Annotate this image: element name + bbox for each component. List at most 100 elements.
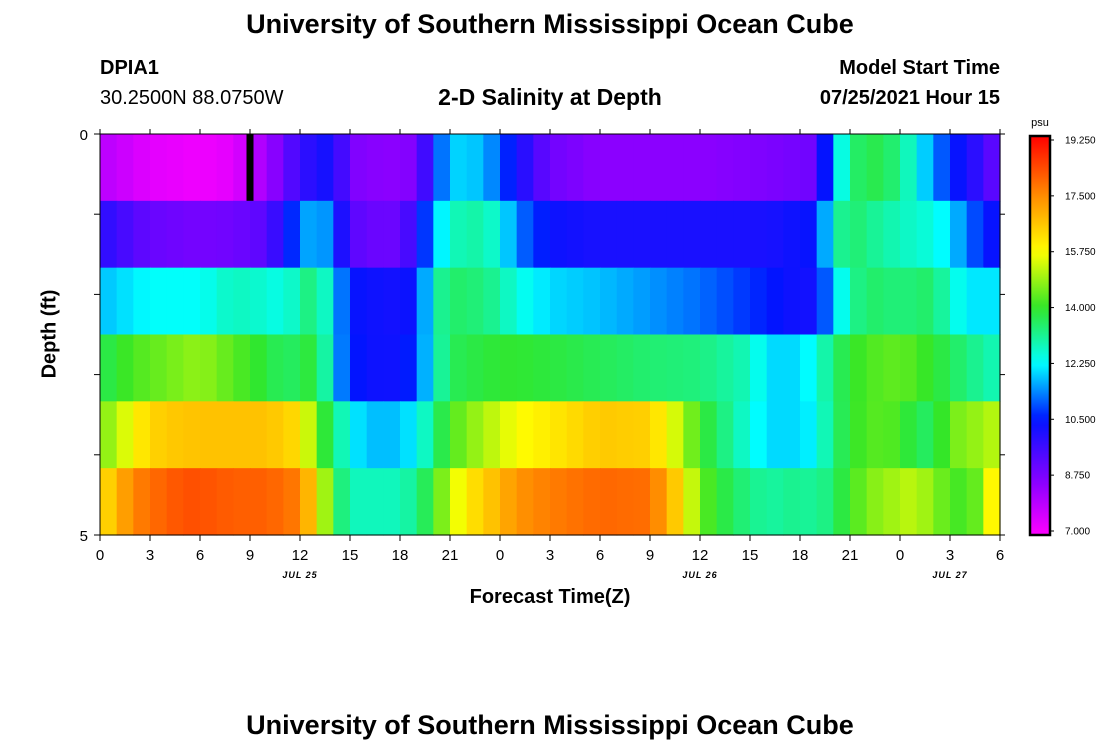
heatmap-cell	[166, 267, 184, 336]
heatmap-cell	[716, 267, 734, 336]
heatmap-cell	[100, 267, 118, 336]
heatmap-cell	[650, 401, 668, 469]
heatmap-cell	[333, 334, 351, 402]
heatmap-cell	[833, 267, 851, 336]
heatmap-cell	[700, 334, 718, 402]
heatmap-cell	[216, 468, 234, 536]
heatmap-cell	[116, 401, 134, 469]
heatmap-cell	[600, 134, 618, 202]
heatmap-cell	[600, 334, 618, 402]
heatmap-cell	[966, 401, 984, 469]
heatmap-cell	[266, 468, 284, 536]
heatmap-cell	[466, 334, 484, 402]
heatmap-cell	[416, 267, 434, 336]
heatmap-cell	[983, 401, 1001, 469]
heatmap-cell	[500, 401, 518, 469]
heatmap-cell	[966, 267, 984, 336]
heatmap-cell	[633, 267, 651, 336]
heatmap-cell	[416, 468, 434, 536]
heatmap-cell	[816, 267, 834, 336]
heatmap-cell	[816, 134, 834, 202]
heatmap-cell	[200, 267, 218, 336]
heatmap-cell	[966, 200, 984, 269]
heatmap-cell	[916, 334, 934, 402]
heatmap-cell	[216, 134, 234, 202]
heatmap-cell	[666, 334, 684, 402]
heatmap-cell	[283, 401, 301, 469]
heatmap-cell	[716, 334, 734, 402]
x-tick-label: 6	[596, 547, 604, 564]
heatmap-cell	[116, 267, 134, 336]
heatmap-cell	[566, 334, 584, 402]
heatmap-cell	[883, 267, 901, 336]
heatmap-cell	[983, 334, 1001, 402]
current-time-marker	[246, 134, 254, 201]
heatmap-cell	[583, 401, 601, 469]
heatmap-cell	[733, 134, 751, 202]
heatmap-cell	[933, 200, 951, 269]
heatmap-cell	[950, 401, 968, 469]
heatmap-cell	[866, 401, 884, 469]
date-label: JUL 26	[682, 570, 717, 580]
heatmap-cell	[350, 200, 368, 269]
heatmap-cell	[716, 200, 734, 269]
heatmap-cell	[216, 334, 234, 402]
colorbar-label: 15.750	[1065, 247, 1096, 258]
heatmap-cell	[500, 334, 518, 402]
heatmap-cell	[750, 267, 768, 336]
heatmap-cell	[950, 468, 968, 536]
heatmap-cell	[983, 200, 1001, 269]
heatmap-cell	[666, 200, 684, 269]
heatmap-cell	[566, 134, 584, 202]
heatmap-cell	[266, 267, 284, 336]
heatmap-cell	[733, 200, 751, 269]
heatmap-cell	[966, 334, 984, 402]
heatmap-cell	[800, 468, 818, 536]
heatmap-cell	[933, 334, 951, 402]
heatmap-cell	[183, 401, 201, 469]
heatmap-cell	[166, 334, 184, 402]
heatmap-cell	[116, 134, 134, 202]
heatmap-cell	[983, 134, 1001, 202]
x-tick-label: 18	[392, 547, 409, 564]
heatmap-cell	[400, 134, 418, 202]
heatmap-cell	[650, 134, 668, 202]
heatmap-cell	[716, 468, 734, 536]
heatmap-cell	[350, 267, 368, 336]
heatmap-cell	[400, 267, 418, 336]
heatmap-cell	[150, 334, 168, 402]
x-tick-label: 9	[246, 547, 254, 564]
heatmap-cell	[816, 334, 834, 402]
heatmap-cell	[400, 468, 418, 536]
heatmap-cell	[100, 334, 118, 402]
heatmap-cell	[300, 134, 318, 202]
x-axis-label: Forecast Time(Z)	[469, 586, 631, 608]
heatmap-cell	[566, 401, 584, 469]
y-axis-label: Depth (ft)	[38, 289, 61, 379]
heatmap-cell	[683, 134, 701, 202]
heatmap-cell	[433, 334, 451, 402]
heatmap-cell	[383, 134, 401, 202]
heatmap-cell	[200, 401, 218, 469]
heatmap-cell	[450, 468, 468, 536]
heatmap-cell	[633, 334, 651, 402]
heatmap-cell	[466, 468, 484, 536]
heatmap-cell	[466, 401, 484, 469]
heatmap-cell	[416, 401, 434, 469]
heatmap-cell	[400, 401, 418, 469]
station-id: DPIA1	[100, 57, 159, 79]
heatmap-cell	[350, 401, 368, 469]
heatmap-cell	[833, 200, 851, 269]
heatmap-cell	[766, 134, 784, 202]
heatmap-cell	[800, 334, 818, 402]
heatmap-cell	[683, 334, 701, 402]
heatmap-cell	[466, 134, 484, 202]
heatmap-cell	[733, 468, 751, 536]
colorbar-label: 10.500	[1065, 415, 1096, 426]
heatmap-cell	[816, 468, 834, 536]
heatmap-cell	[733, 401, 751, 469]
heatmap-cell	[283, 267, 301, 336]
heatmap-cell	[300, 401, 318, 469]
heatmap-cell	[516, 134, 534, 202]
heatmap-cell	[316, 200, 334, 269]
